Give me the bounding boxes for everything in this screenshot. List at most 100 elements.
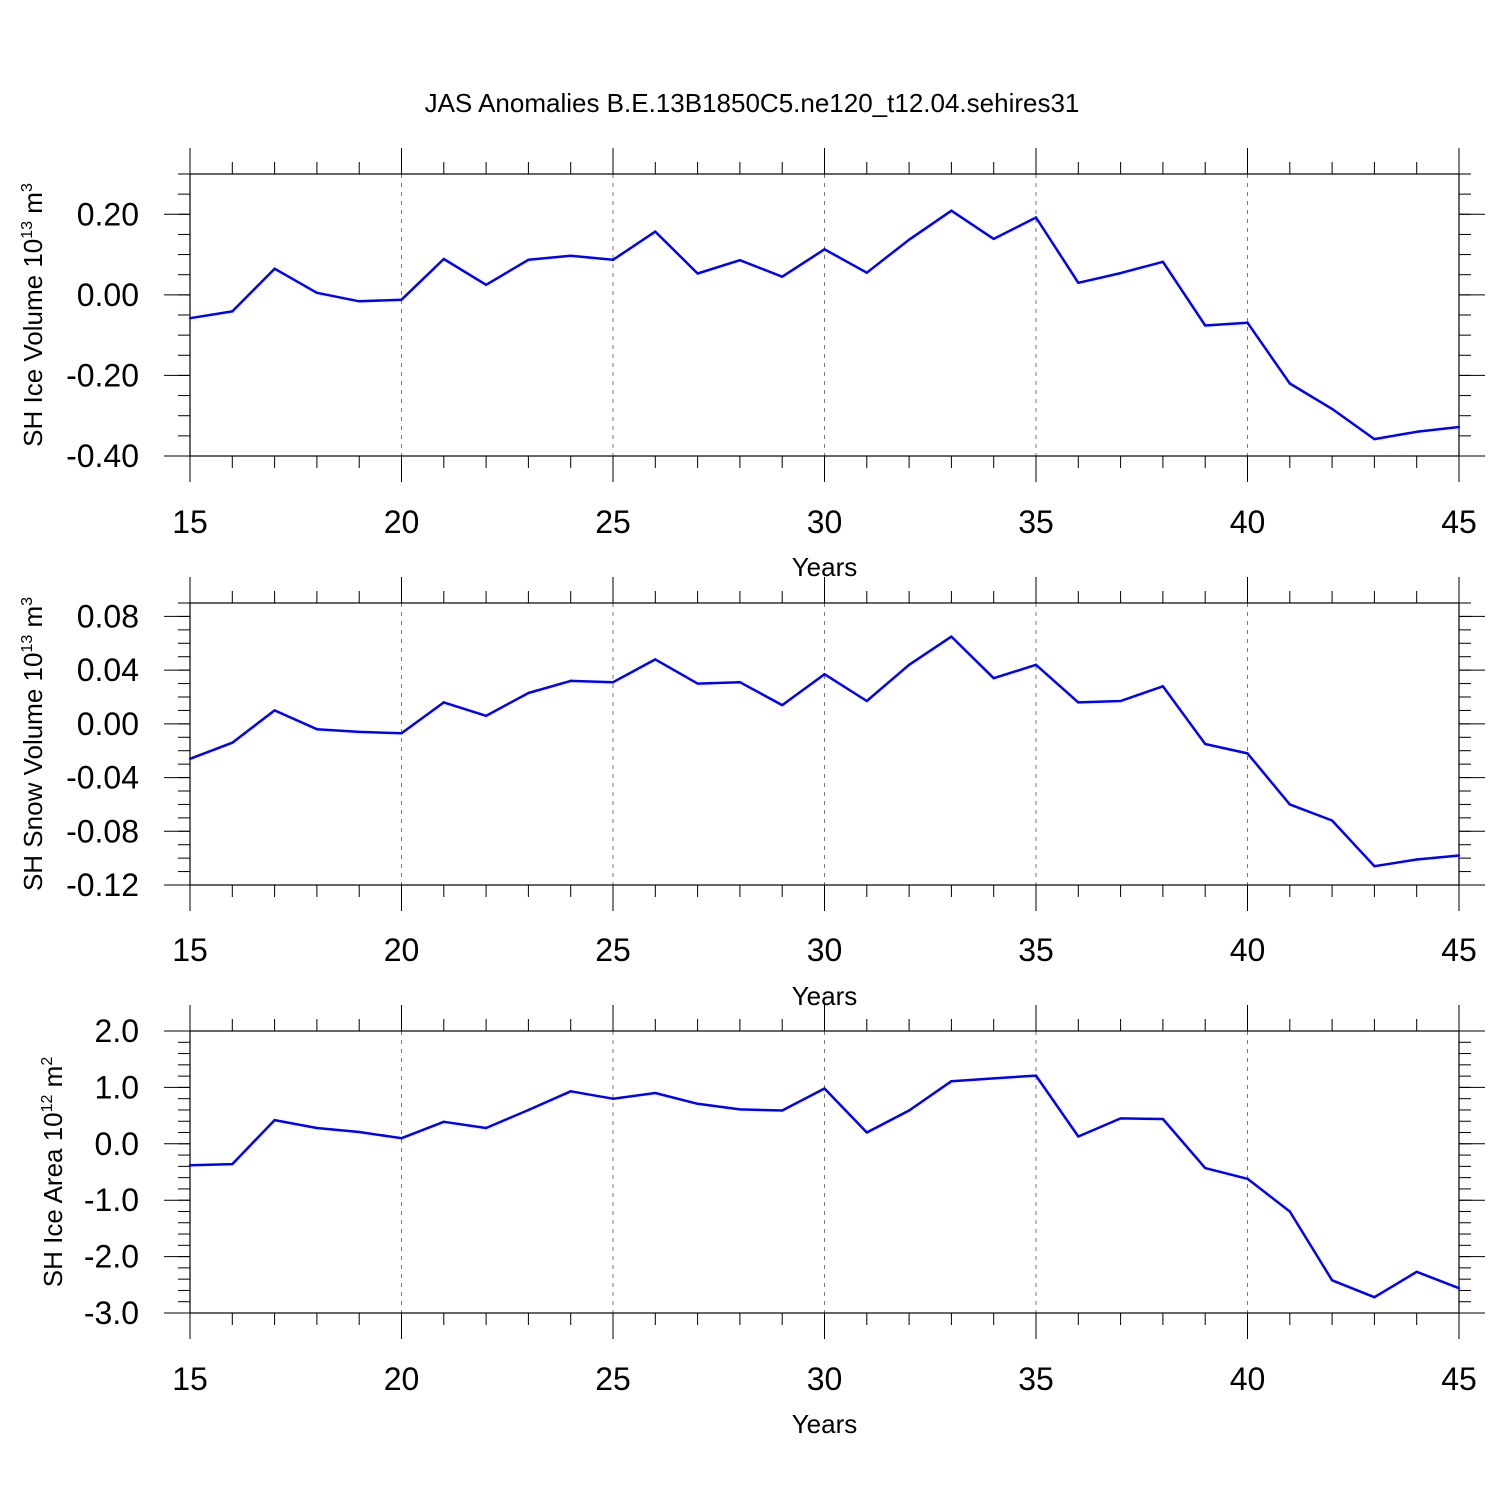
y-axis-title-exp: 12 <box>39 1094 56 1112</box>
data-point <box>1161 685 1165 688</box>
x-tick-label: 40 <box>1230 932 1266 968</box>
data-point <box>1204 742 1207 746</box>
y-axis-title: SH Ice Volume 1013 m3 <box>18 183 48 447</box>
y-axis-title: SH Ice Area 1012 m2 <box>38 1057 68 1288</box>
data-point <box>1330 1279 1334 1282</box>
y-axis-title-text: SH Ice Volume 10 <box>18 239 48 447</box>
data-point <box>738 1108 742 1111</box>
data-point <box>950 635 953 638</box>
y-axis-title-unit-exp: 3 <box>19 183 36 192</box>
data-point <box>781 275 784 278</box>
y-axis-title-unit-exp: 3 <box>19 597 36 606</box>
y-axis-title-text: SH Ice Area 10 <box>38 1112 68 1287</box>
data-point <box>1204 324 1207 327</box>
x-tick-label: 30 <box>807 932 843 968</box>
data-point <box>950 209 953 212</box>
data-point <box>569 679 572 683</box>
data-point <box>1077 701 1080 704</box>
data-point <box>781 1109 784 1112</box>
y-tick-label: -2.0 <box>84 1239 139 1275</box>
y-tick-label: -0.20 <box>66 357 139 393</box>
data-point <box>992 1077 995 1080</box>
y-tick-label: -0.04 <box>66 760 139 796</box>
data-point <box>400 732 403 735</box>
data-point <box>907 1109 911 1112</box>
data-point <box>1373 865 1376 868</box>
data-point <box>484 283 488 286</box>
data-point <box>231 310 234 313</box>
y-tick-label: -3.0 <box>84 1295 139 1331</box>
data-point <box>654 230 657 233</box>
data-point <box>1161 260 1165 264</box>
data-point <box>569 1090 572 1093</box>
data-point <box>188 317 192 320</box>
x-tick-label: 25 <box>595 504 631 540</box>
data-point <box>231 1162 234 1166</box>
data-point <box>1161 1117 1165 1121</box>
data-point <box>823 1087 826 1090</box>
plot-frame <box>189 173 1460 457</box>
data-point <box>1034 216 1038 219</box>
data-point <box>1457 854 1461 857</box>
data-point <box>781 703 784 707</box>
data-point <box>273 709 276 712</box>
data-point <box>611 1097 615 1100</box>
data-point <box>231 741 234 744</box>
y-tick-label: 0.00 <box>77 277 139 313</box>
y-tick-label: 2.0 <box>95 1013 139 1049</box>
data-point <box>1457 1286 1461 1290</box>
y-axis-title: SH Snow Volume 1013 m3 <box>18 597 48 891</box>
data-point <box>1330 407 1334 411</box>
data-point <box>1077 1135 1080 1138</box>
x-axis-title: Years <box>792 1409 858 1439</box>
data-point <box>1330 819 1334 822</box>
data-point <box>1119 271 1122 275</box>
x-tick-label: 20 <box>384 504 420 540</box>
data-point <box>358 300 361 303</box>
data-point <box>400 298 403 301</box>
data-point <box>696 682 699 685</box>
data-point <box>738 681 742 684</box>
data-point <box>358 1130 361 1134</box>
y-axis-title-unit: m <box>18 192 48 221</box>
data-point <box>992 237 995 241</box>
data-point <box>1457 425 1461 429</box>
data-point <box>315 1126 319 1130</box>
data-point <box>1373 1296 1376 1299</box>
x-tick-label: 25 <box>595 932 631 968</box>
series-line <box>189 209 1460 441</box>
x-tick-label: 35 <box>1018 504 1054 540</box>
data-point <box>527 258 530 262</box>
panel-3: 2.0 1.0 0.0 -1.0 -2.0 -3.0 15 20 25 30 35 40 45 Years… <box>38 1005 1485 1439</box>
data-point <box>696 1102 699 1105</box>
plot-frame <box>189 1030 1460 1314</box>
x-tick-label: 45 <box>1441 932 1477 968</box>
x-tick-label: 20 <box>384 932 420 968</box>
data-point <box>865 271 868 274</box>
data-point <box>611 258 615 262</box>
data-point <box>907 663 911 666</box>
y-axis-title-exp: 13 <box>19 635 36 653</box>
data-point <box>442 1120 445 1124</box>
data-point <box>1288 382 1292 385</box>
data-point <box>484 714 488 717</box>
y-tick-label: -0.40 <box>66 438 139 474</box>
data-point <box>442 257 445 261</box>
data-point <box>696 272 699 275</box>
y-tick-label: 0.04 <box>77 652 139 688</box>
data-point <box>273 1118 276 1122</box>
panels: 0.20 0.00 -0.20 -0.40 15 20 25 30 35 40 45 Years SH … <box>18 148 1485 1439</box>
chart-title: JAS Anomalies B.E.13B1850C5.ne120_t12.04… <box>425 88 1080 118</box>
data-point <box>865 1131 868 1134</box>
data-point <box>907 238 911 241</box>
data-point <box>569 254 572 257</box>
data-point <box>188 1164 192 1167</box>
x-tick-label: 15 <box>172 932 208 968</box>
y-tick-label: 0.00 <box>77 706 139 742</box>
y-axis-title-exp: 13 <box>19 221 36 239</box>
data-point <box>1288 803 1292 806</box>
x-tick-label: 40 <box>1230 1361 1266 1397</box>
data-point <box>1077 281 1080 284</box>
y-tick-label: -0.12 <box>66 867 139 903</box>
x-tick-label: 15 <box>172 1361 208 1397</box>
